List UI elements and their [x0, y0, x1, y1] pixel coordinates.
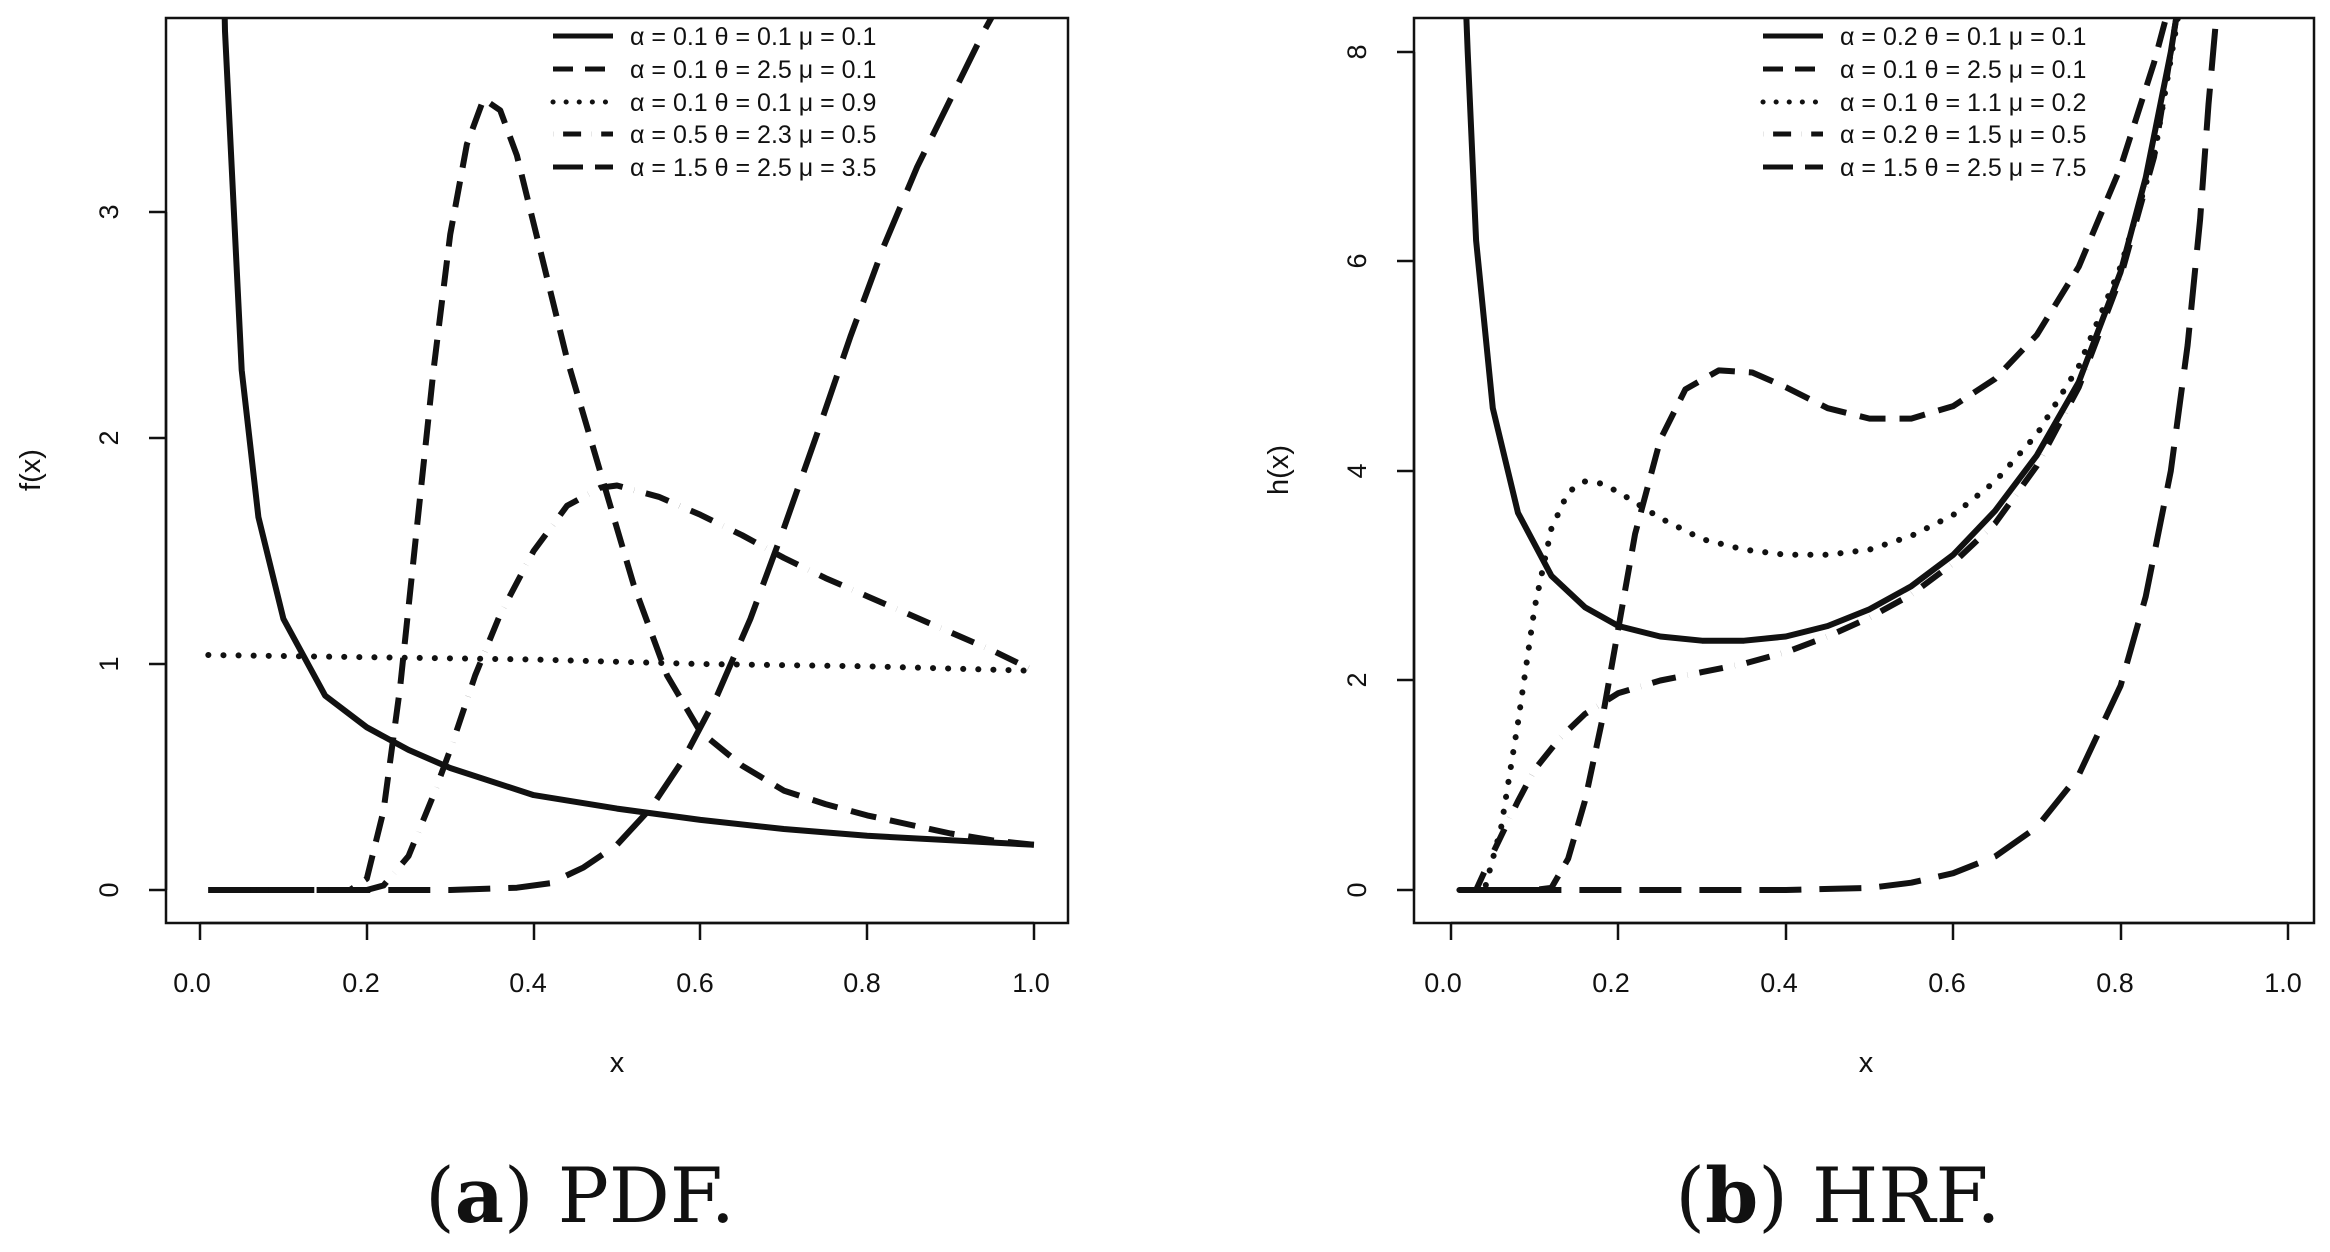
panel-a-legend: α = 0.1 θ = 0.1 μ = 0.1 α = 0.1 θ = 2.5 … — [550, 23, 876, 182]
panel-b-legend-label-4: α = 1.5 θ = 2.5 μ = 7.5 — [1840, 154, 2086, 182]
panel-b-series-group — [1456, 18, 2220, 893]
panel-a-legend-label-0: α = 0.1 θ = 0.1 μ = 0.1 — [630, 23, 876, 51]
panel-b-legend-label-1: α = 0.1 θ = 2.5 μ = 0.1 — [1840, 56, 2086, 84]
panel-b-series-3-line — [1459, 18, 2180, 893]
panel-a-x-axis: 0.0 0.2 0.4 0.6 0.8 1.0 — [173, 921, 1050, 998]
panel-a-pdf: 0.0 0.2 0.4 0.6 0.8 1.0 0 1 2 3 x f(x) — [15, 16, 1070, 1240]
panel-a-series-3-line — [208, 482, 1036, 893]
panel-b-y-axis-label: h(x) — [1263, 445, 1295, 495]
panel-a-series-group — [205, 18, 1037, 893]
panel-b-legend-label-0: α = 0.2 θ = 0.1 μ = 0.1 — [1840, 23, 2086, 51]
panel-a-y-tick-label-0: 0 — [94, 882, 124, 897]
panel-a-y-tick-label-2: 2 — [94, 430, 124, 445]
panel-b-x-tick-label-3: 0.6 — [1928, 968, 1966, 998]
panel-a-caption-text: PDF. — [558, 1151, 735, 1240]
panel-a-x-tick-label-3: 0.6 — [676, 968, 714, 998]
panel-b-x-axis-label: x — [1859, 1047, 1874, 1079]
panel-b-x-axis: 0.0 0.2 0.4 0.6 0.8 1.0 — [1424, 921, 2302, 998]
panel-a-series-1-line — [208, 96, 1035, 893]
panel-b-hrf: 0.0 0.2 0.4 0.6 0.8 1.0 0 2 4 6 8 x h(x) — [1263, 16, 2316, 1240]
panel-a-legend-label-4: α = 1.5 θ = 2.5 μ = 3.5 — [630, 154, 876, 182]
panel-b-series-2-line — [1456, 18, 2181, 893]
panel-a-y-axis-label: f(x) — [15, 449, 47, 491]
panel-a-x-tick-label-1: 0.2 — [342, 968, 380, 998]
panel-a-y-tick-label-3: 3 — [94, 204, 124, 219]
panel-b-x-tick-label-1: 0.2 — [1592, 968, 1630, 998]
panel-a-x-tick-label-5: 1.0 — [1012, 968, 1050, 998]
panel-a-series-2-line — [205, 652, 1037, 674]
panel-b-y-axis: 0 2 4 6 8 — [1342, 44, 1416, 898]
panel-b-caption-letter: b — [1705, 1151, 1758, 1240]
panel-b-y-tick-label-1: 2 — [1342, 672, 1372, 687]
panel-b-series-4-line — [1459, 18, 2220, 893]
panel-a-x-axis-label: x — [610, 1047, 625, 1079]
panel-b-x-tick-label-4: 0.8 — [2096, 968, 2134, 998]
panel-a-x-tick-label-2: 0.4 — [509, 968, 547, 998]
panel-b-legend-label-3: α = 0.2 θ = 1.5 μ = 0.5 — [1840, 121, 2086, 149]
panel-b-y-tick-label-4: 8 — [1342, 44, 1372, 59]
panel-b-legend-label-2: α = 0.1 θ = 1.1 μ = 0.2 — [1840, 89, 2086, 117]
panel-b-caption: (b) HRF. — [1675, 1151, 2000, 1240]
panel-b-caption-text: HRF. — [1812, 1151, 2001, 1240]
panel-b-y-tick-label-0: 0 — [1342, 882, 1372, 897]
panel-a-series-0-line — [221, 18, 1035, 848]
panel-b-y-tick-label-2: 4 — [1342, 463, 1372, 478]
panel-a-plot-frame — [164, 16, 1070, 925]
panel-a-caption: (a) PDF. — [425, 1151, 735, 1240]
panel-a-legend-label-1: α = 0.1 θ = 2.5 μ = 0.1 — [630, 56, 876, 84]
panel-a-y-axis: 0 1 2 3 — [94, 204, 168, 898]
panel-a-legend-label-2: α = 0.1 θ = 0.1 μ = 0.9 — [630, 89, 876, 117]
panel-b-x-tick-label-5: 1.0 — [2264, 968, 2302, 998]
panel-a-x-tick-label-0: 0.0 — [173, 968, 211, 998]
panel-a-y-tick-label-1: 1 — [94, 656, 124, 671]
panel-a-legend-label-3: α = 0.5 θ = 2.3 μ = 0.5 — [630, 121, 876, 149]
panel-a-caption-letter: a — [455, 1151, 504, 1240]
panel-a-x-tick-label-4: 0.8 — [843, 968, 881, 998]
panel-b-x-tick-label-2: 0.4 — [1760, 968, 1798, 998]
panel-b-y-tick-label-3: 6 — [1342, 253, 1372, 268]
panel-b-x-tick-label-0: 0.0 — [1424, 968, 1462, 998]
panel-a-series-4-line — [208, 18, 995, 893]
panel-b-series-1-line — [1459, 18, 2170, 893]
panel-b-legend: α = 0.2 θ = 0.1 μ = 0.1 α = 0.1 θ = 2.5 … — [1760, 23, 2086, 182]
